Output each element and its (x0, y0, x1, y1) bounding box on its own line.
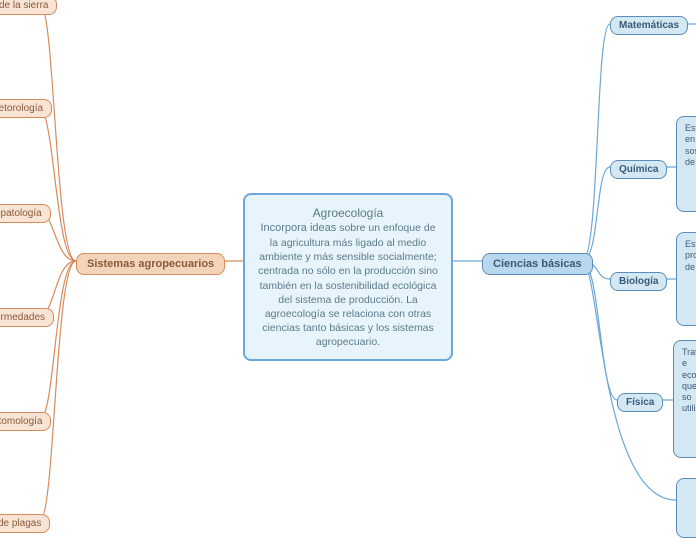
branch-label: Sistemas agropecuarios (87, 258, 214, 270)
detail-text: Esta pro de a (685, 239, 696, 272)
detail-quimica: Esta en l sos de l (676, 116, 696, 212)
leaf-label: Física (626, 397, 654, 408)
detail-fisica: Trata e ecosist que so utiliza (673, 340, 696, 458)
detail-biologia: Esta pro de a (676, 232, 696, 326)
leaf-label: ntomología (0, 416, 42, 427)
center-title-1: Agroecología (257, 205, 439, 221)
leaf-quimica[interactable]: Química (610, 160, 667, 179)
branch-label: Ciencias básicas (493, 258, 582, 270)
leaf-label: ermedades (0, 312, 45, 323)
leaf-label: Matemáticas (619, 20, 679, 31)
leaf-ermedades[interactable]: ermedades (0, 308, 54, 327)
center-text: sobre un enfoque de la agricultura más l… (258, 222, 438, 348)
branch-sistemas-agropecuarios[interactable]: Sistemas agropecuarios (76, 253, 225, 275)
leaf-opatologia[interactable]: opatología (0, 204, 51, 223)
leaf-label: opatología (0, 208, 42, 219)
leaf-label: Química (619, 164, 658, 175)
leaf-label: netorología (0, 103, 43, 114)
leaf-fisica[interactable]: Física (617, 393, 663, 412)
detail-text: Esta en l sos de l (685, 123, 696, 167)
leaf-ntomologia[interactable]: ntomología (0, 412, 51, 431)
leaf-plagas[interactable]: l de plagas (0, 514, 50, 533)
leaf-sierra[interactable]: de la sierra (0, 0, 57, 15)
leaf-matematicas[interactable]: Matemáticas (610, 16, 688, 35)
center-node: Agroecología Incorpora ideas sobre un en… (243, 193, 453, 361)
leaf-label: de la sierra (0, 0, 48, 11)
leaf-biologia[interactable]: Biología (610, 272, 667, 291)
center-body: Incorpora ideas sobre un enfoque de la a… (257, 221, 439, 349)
detail-text: Trata e ecosist que so utiliza (682, 347, 696, 413)
leaf-netorologia[interactable]: netorología (0, 99, 52, 118)
branch-ciencias-basicas[interactable]: Ciencias básicas (482, 253, 593, 275)
center-title-2: Incorpora ideas (260, 222, 336, 234)
leaf-label: Biología (619, 276, 658, 287)
detail-extra (676, 478, 696, 538)
